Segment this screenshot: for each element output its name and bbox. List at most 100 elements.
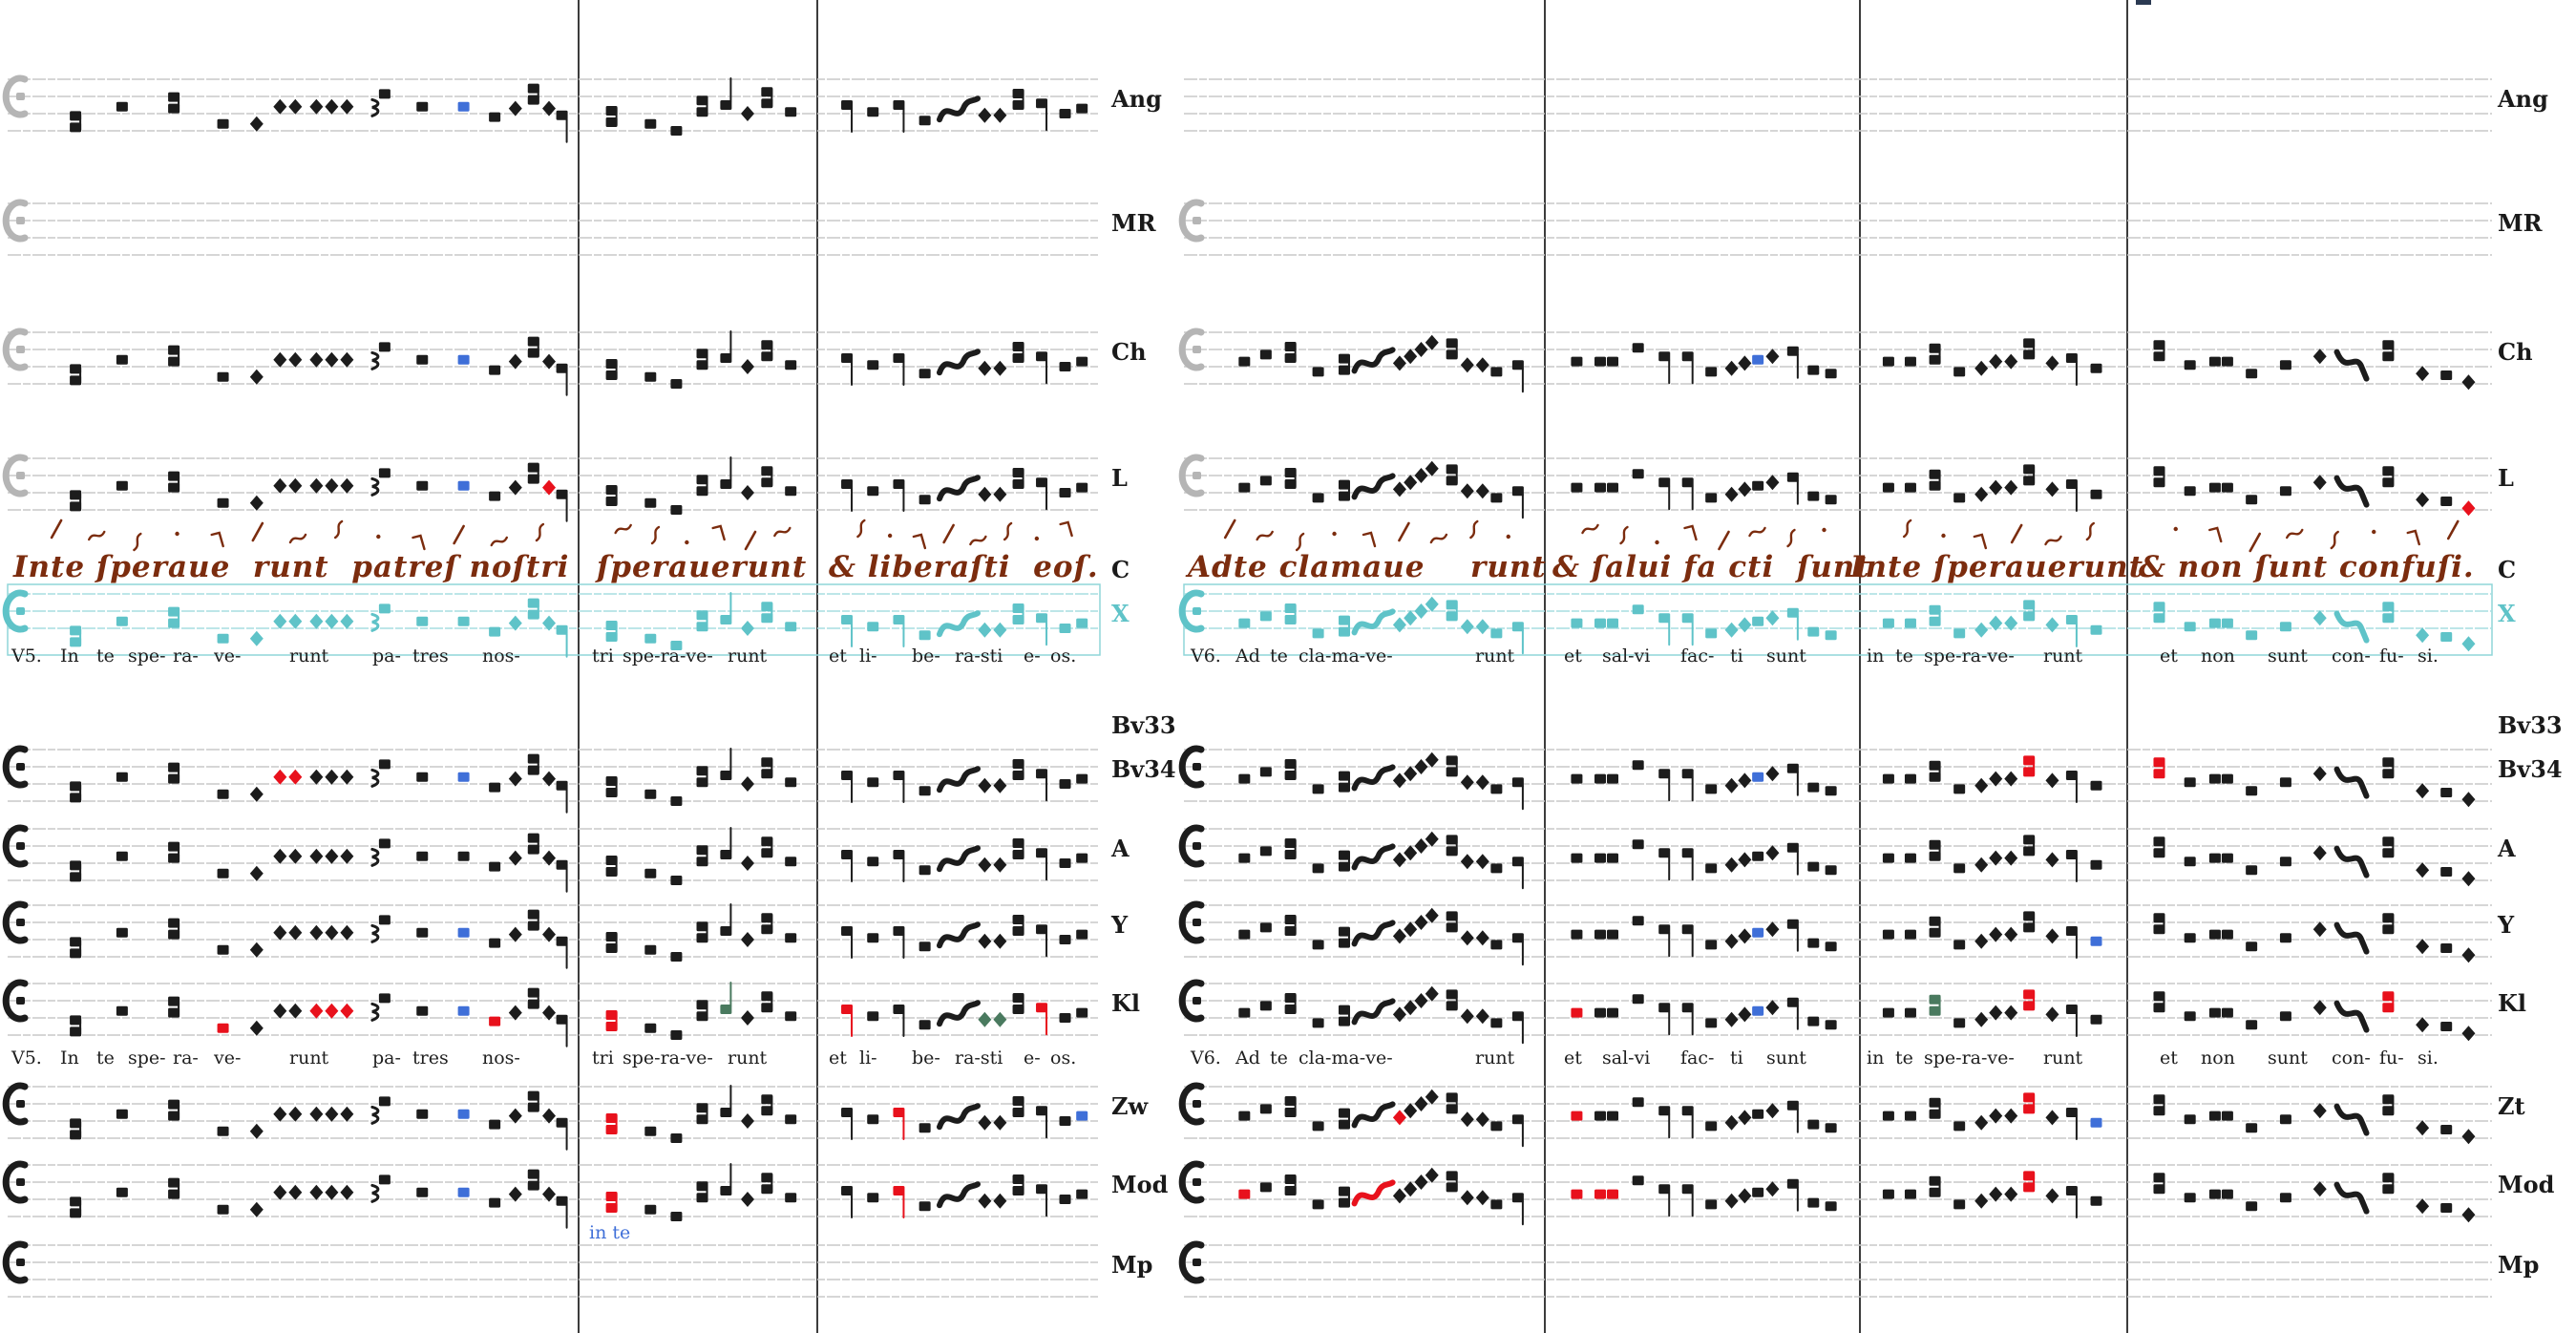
lyric-syllable: ve- [214,645,242,666]
neume [1059,624,1071,633]
neume [2440,1203,2453,1213]
neume [1259,767,1272,777]
neume [1953,367,1966,377]
neume [2045,1110,2059,1126]
staff-row-X-left [2,583,1101,658]
neume [527,83,539,105]
neume [249,865,264,881]
neume [867,486,879,497]
neume [70,625,82,647]
neume [1571,773,1583,784]
neume [785,360,797,370]
neume [2065,771,2078,803]
neume [1989,926,2018,942]
neume [1338,1186,1350,1208]
neume [457,927,470,938]
neume [1807,1016,1820,1026]
neume [1059,1195,1071,1204]
staff-row-Y-left [2,900,1100,969]
neume [217,118,229,129]
neume [670,505,683,515]
neume [309,924,354,941]
neume [370,993,391,1022]
neume [2382,602,2395,624]
neume [1705,940,1718,950]
neume [644,1126,657,1136]
lyric-syllable: fac- [1680,1047,1715,1069]
neume [2461,947,2476,963]
neume [696,610,708,632]
neume [1738,1110,1752,1126]
neume [542,1108,557,1124]
neume [785,1011,797,1022]
neume [918,786,931,796]
neume [1338,850,1350,872]
siglum-label-mod-right: Mod [2498,1171,2555,1198]
staff-row-Ang-left [2,74,1100,143]
neume [1351,608,1396,636]
neume [70,1015,82,1037]
neume [2065,479,2078,512]
neume [508,479,522,496]
neume [841,1108,854,1140]
neume [542,850,557,866]
neume [2416,783,2430,799]
neume [605,776,618,797]
neume [1752,1109,1764,1119]
neume [2461,1129,2476,1145]
neume [309,769,354,785]
neume [217,944,229,955]
neume [457,772,470,782]
neume [720,1163,732,1195]
neume [2416,862,2430,878]
neume [1705,493,1718,503]
neume [1490,493,1503,503]
siglum-label-bv33-left: Bv33 [1111,711,1176,739]
neume [249,369,264,385]
neume [893,615,905,647]
lyric-syllable: runt [2043,1047,2083,1069]
neume [2090,859,2102,870]
neume [978,777,1007,793]
c-clef [2,1240,29,1284]
lyric-syllable: e- [1024,1047,1041,1069]
lyric-syllable: te [1270,645,1288,666]
lyric-syllable: pa- [372,645,401,666]
neume [1752,480,1764,491]
neume [1460,357,1489,373]
neume [1752,354,1764,365]
neume [1752,1005,1764,1016]
neume [2333,921,2370,955]
staff-row-Kl-right [1178,979,2492,1045]
neume [1929,916,1941,938]
neume [1414,993,1428,1008]
neume [217,497,229,508]
neume [2333,349,2370,382]
neume [2023,464,2036,486]
c-clef [2,745,29,789]
lyric-syllable: runt [289,645,329,666]
staff-row-L-left [2,454,1100,522]
neume [556,363,568,396]
lyric-syllable: ti [1730,1047,1743,1069]
neume [1658,477,1671,511]
neume [1658,769,1671,802]
neume [1284,993,1297,1014]
neume [489,861,501,872]
lyric-syllable: In [60,645,79,666]
neume [740,1192,754,1207]
neume [2461,1207,2476,1223]
neume [2065,353,2078,386]
neume-marks-left [50,518,1073,552]
neume [217,1126,229,1136]
lyric-syllable: sal-vi [1602,1047,1651,1069]
neume [2333,845,2370,878]
neume [1681,351,1694,385]
neume [1953,1199,1966,1210]
neume [720,330,732,363]
siglum-label-a-left: A [1111,835,1130,862]
staff-row-Bv34-right [1178,745,2492,811]
neume [2382,913,2395,935]
neume [1929,1175,1941,1197]
neume [1446,989,1458,1011]
